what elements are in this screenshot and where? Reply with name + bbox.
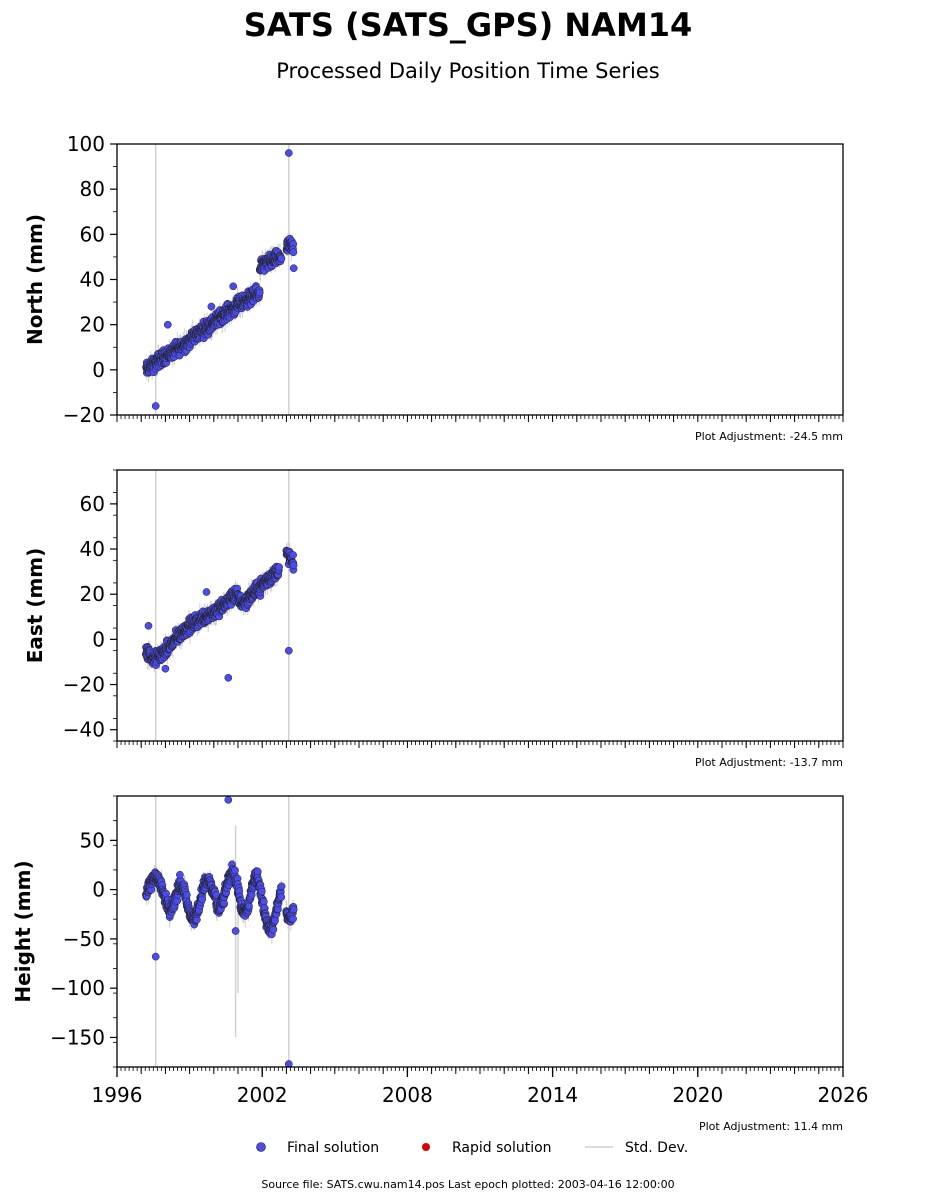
east-plot-adjustment: Plot Adjustment: -13.7 mm	[695, 756, 843, 769]
height-data-point	[271, 916, 279, 925]
north-y-tick-label: 100	[67, 132, 105, 156]
height-data-point	[231, 866, 239, 875]
height-outlier-point	[151, 952, 160, 961]
height-data-point	[247, 890, 256, 899]
height-data-point	[269, 925, 278, 934]
east-y-tick-label: −20	[63, 673, 105, 697]
east-outlier-point	[284, 646, 293, 655]
height-data-point	[289, 914, 297, 923]
east-outlier-point	[202, 588, 211, 596]
east-y-tick-label: 40	[80, 537, 105, 561]
east-plot-area	[141, 470, 298, 741]
legend-std-label: Std. Dev.	[625, 1140, 688, 1156]
north-outlier-point	[163, 320, 172, 329]
height-y-tick-label: 0	[92, 878, 105, 902]
height-x-tick-label: 2014	[527, 1083, 578, 1107]
height-panel: −150 −100 −50 0 50 Height (mm) Plot Adjustment…	[11, 795, 869, 1133]
north-plot-adjustment: Plot Adjustment: -24.5 mm	[695, 430, 843, 443]
height-outlier-point	[224, 796, 233, 804]
east-data-point	[289, 551, 297, 559]
height-x-tick-label: 2008	[382, 1083, 433, 1107]
source-file-note: Source file: SATS.cwu.nam14.pos Last epo…	[261, 1178, 674, 1191]
height-y-tick-label: −50	[63, 927, 105, 951]
height-x-tick-label: 1996	[92, 1083, 143, 1107]
height-y-axis-label: Height (mm)	[11, 860, 35, 1002]
height-outlier-point	[284, 1060, 293, 1067]
east-y-tick-label: 60	[80, 492, 105, 516]
north-plot-area	[142, 144, 298, 415]
height-outlier-point	[176, 870, 184, 879]
north-data-point	[289, 248, 298, 257]
height-outlier-point	[231, 927, 240, 935]
height-data-point	[277, 882, 286, 891]
north-y-tick-label: 40	[80, 268, 105, 292]
north-data-point	[255, 288, 264, 297]
east-data-point	[289, 561, 298, 570]
height-x-tick-label: 2026	[818, 1083, 869, 1107]
east-y-tick-label: 0	[92, 627, 105, 651]
north-y-tick-label: −20	[63, 403, 105, 427]
height-data-point	[198, 895, 206, 904]
east-outlier-point	[144, 621, 153, 630]
north-y-tick-label: 80	[80, 177, 105, 201]
height-axes-frame	[116, 795, 844, 1068]
north-data-point	[277, 254, 286, 263]
north-outlier-point	[229, 282, 238, 291]
legend-final-label: Final solution	[287, 1140, 379, 1156]
east-y-axis-label: East (mm)	[23, 548, 47, 664]
legend-rapid-label: Rapid solution	[452, 1140, 552, 1156]
height-x-tick-label: 2020	[672, 1083, 723, 1107]
east-y-tick-label: −40	[63, 718, 105, 742]
legend-rapid-marker	[422, 1143, 430, 1151]
north-axes-frame	[116, 143, 844, 416]
east-outlier-point	[161, 664, 170, 673]
north-outlier-point	[284, 149, 293, 157]
north-y-tick-label: 0	[92, 358, 105, 382]
figure-title: SATS (SATS_GPS) NAM14	[244, 6, 693, 44]
north-outlier-point	[151, 402, 160, 410]
north-panel: −20 0 20 40 60 80 100 North (mm) Plot Adjustment…	[23, 132, 844, 443]
figure-subtitle: Processed Daily Position Time Series	[276, 59, 660, 83]
height-y-tick-label: 50	[80, 828, 105, 852]
east-y-tick-label: 20	[80, 582, 105, 606]
height-x-tick-label: 2002	[237, 1083, 288, 1107]
height-plot-adjustment: Plot Adjustment: 11.4 mm	[699, 1120, 843, 1133]
height-data-point	[277, 893, 286, 901]
height-y-tick-label: −150	[50, 1025, 105, 1049]
panels: −20 0 20 40 60 80 100 North (mm) Plot Adjustment…	[11, 132, 868, 1133]
height-data-point	[245, 902, 253, 911]
height-data-point	[289, 905, 298, 914]
height-data-point	[182, 891, 191, 899]
north-y-axis-label: North (mm)	[23, 214, 47, 345]
north-y-tick-label: 60	[80, 222, 105, 246]
north-y-tick-label: 20	[80, 313, 105, 337]
height-data-point	[257, 887, 266, 896]
legend-final-marker	[256, 1142, 266, 1152]
north-outlier-point	[207, 302, 216, 311]
north-outlier-point	[289, 264, 298, 273]
east-outlier-point	[224, 673, 233, 682]
legend: Final solution Rapid solution Std. Dev.	[256, 1140, 688, 1156]
height-y-tick-label: −100	[50, 976, 105, 1000]
east-panel: −40 −20 0 20 40 60 East (mm) Plot Adjustment: -…	[23, 469, 844, 769]
east-data-point	[275, 563, 283, 571]
height-plot-area	[142, 796, 298, 1067]
